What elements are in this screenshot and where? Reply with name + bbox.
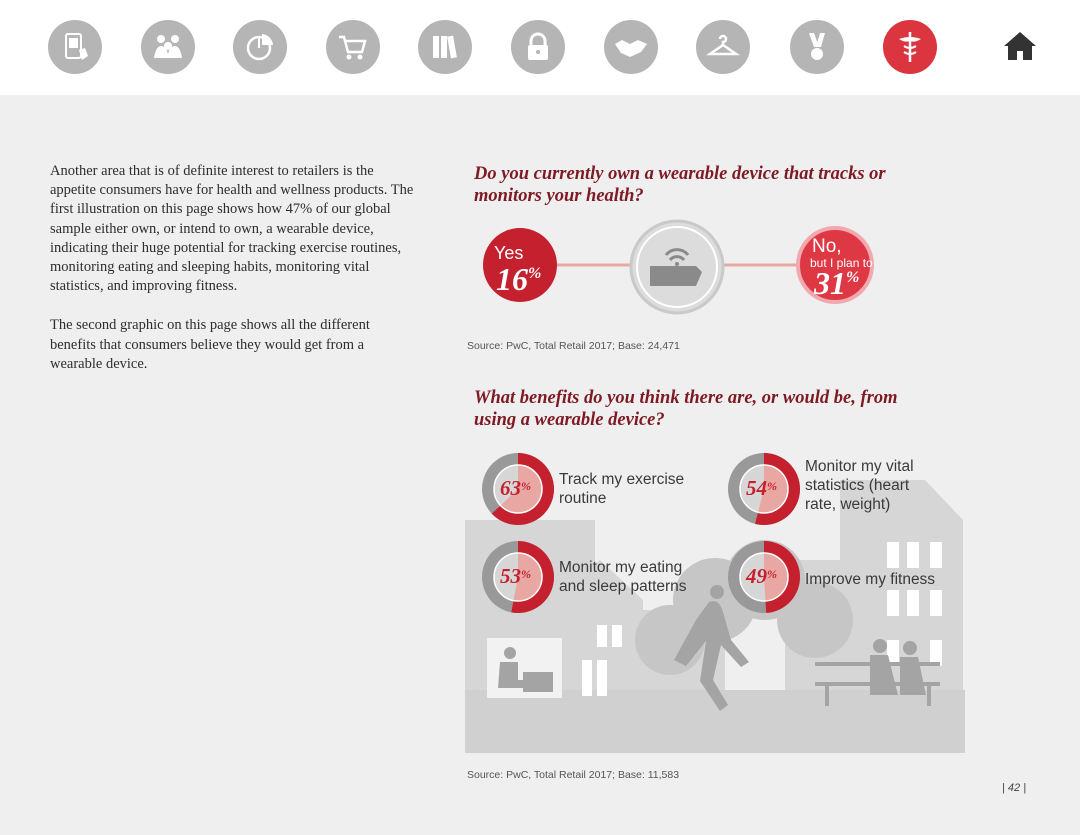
donut-track-exercise: [482, 453, 555, 525]
intro-paragraph-1: Another area that is of definite interes…: [50, 163, 414, 295]
donut-eating-sleep: [482, 541, 555, 613]
value-number: 53: [500, 564, 521, 588]
intro-text: Another area that is of definite interes…: [50, 162, 415, 394]
no-number: 31: [814, 265, 846, 301]
lock-icon[interactable]: [511, 20, 565, 74]
hanger-icon[interactable]: [696, 20, 750, 74]
ownership-source: Source: PwC, Total Retail 2017; Base: 24…: [467, 340, 680, 352]
value-track-exercise: 63%: [500, 476, 531, 500]
donut-inner-slice: [513, 553, 543, 601]
value-number: 54: [746, 476, 767, 500]
home-icon[interactable]: [1002, 30, 1038, 62]
value-number: 49: [746, 564, 767, 588]
yes-label: Yes: [494, 243, 524, 263]
donut-fitness: [728, 541, 801, 613]
benefits-donuts: [482, 453, 801, 613]
no-circle: [796, 226, 874, 304]
caduceus-icon[interactable]: [883, 20, 937, 74]
donut-ring: [739, 552, 789, 602]
wearable-device-icon: [650, 248, 702, 286]
no-percent: %: [846, 269, 860, 286]
page-number: | 42 |: [1002, 782, 1027, 794]
value-fitness: 49%: [746, 564, 777, 588]
yes-percent: %: [528, 265, 542, 282]
handshake-icon[interactable]: [604, 20, 658, 74]
no-label: No,: [812, 236, 842, 257]
people-icon[interactable]: [141, 20, 195, 74]
donut-inner-slice: [500, 465, 542, 513]
donut-inner-slice: [758, 465, 788, 513]
donut-ring: [493, 552, 543, 602]
intro-paragraph-2: The second graphic on this page shows al…: [50, 317, 370, 372]
benefits-question: What benefits do you think there are, or…: [474, 388, 898, 430]
yes-value: 16%: [496, 261, 541, 298]
label-fitness: Improve my fitness: [805, 571, 936, 588]
donut-vital-statistics: [728, 453, 800, 525]
donut-ring: [739, 464, 789, 514]
ownership-question: Do you currently own a wearable device t…: [474, 164, 886, 206]
books-icon[interactable]: [418, 20, 472, 74]
label-track-exercise: Track my exercise routine: [559, 471, 685, 507]
yes-number: 16: [496, 261, 528, 297]
silhouettes: [498, 585, 940, 711]
ownership-graphic: [483, 219, 874, 315]
pie-chart-icon[interactable]: [233, 20, 287, 74]
donut-inner-slice: [764, 553, 788, 601]
value-eating-sleep: 53%: [500, 564, 531, 588]
yes-circle: [483, 228, 557, 302]
top-navigation-bar: [0, 0, 1080, 95]
no-sublabel: but I plan to: [810, 256, 873, 270]
benefits-source: Source: PwC, Total Retail 2017; Base: 11…: [467, 769, 680, 781]
label-eating-sleep: Monitor my eating and sleep patterns: [559, 559, 687, 595]
label-vital-statistics: Monitor my vital statistics (heart rate,…: [805, 458, 914, 513]
mobile-shopping-icon[interactable]: [48, 20, 102, 74]
shopping-cart-icon[interactable]: [326, 20, 380, 74]
no-value: 31%: [814, 265, 859, 302]
value-number: 63: [500, 476, 521, 500]
value-vital-statistics: 54%: [746, 476, 777, 500]
donut-ring: [493, 464, 543, 514]
medal-icon[interactable]: [790, 20, 844, 74]
